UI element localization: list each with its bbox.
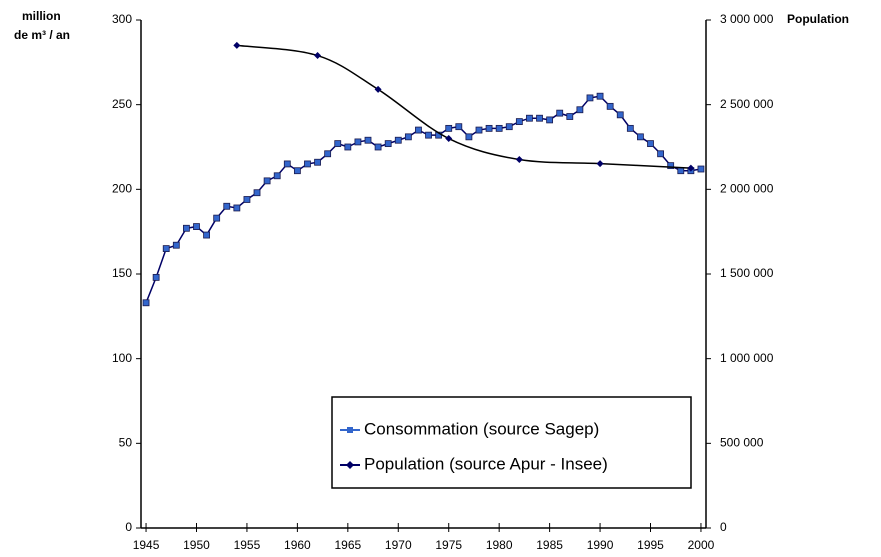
y-tick-label: 300 [112,12,132,26]
point-marker [586,94,594,102]
point-marker [616,111,624,119]
legend-box [331,396,692,489]
point-marker [394,136,402,144]
point-marker [172,241,180,249]
point-marker [334,140,342,148]
point-marker [314,52,322,60]
x-tick-label: 2000 [688,538,715,552]
x-tick-label: 1985 [536,538,563,552]
point-marker [546,116,554,124]
point-marker [445,124,453,132]
point-marker [293,167,301,175]
y2-tick-label: 1 500 000 [720,266,774,280]
point-marker [626,124,634,132]
y-tick-label: 50 [119,436,133,450]
x-tick-label: 1995 [637,538,664,552]
point-marker [364,136,372,144]
y2-tick-label: 2 000 000 [720,182,774,196]
legend-label: Population (source Apur - Insee) [364,454,608,473]
point-marker [243,196,251,203]
point-marker [526,114,533,122]
y-axis-label: million [22,9,61,23]
point-marker [465,133,473,141]
point-marker [344,143,352,151]
y2-tick-label: 500 000 [720,436,764,450]
point-marker [505,123,513,131]
point-marker [152,273,160,281]
point-marker [314,158,321,166]
point-marker [576,106,584,114]
point-marker [233,41,241,49]
point-marker [697,165,705,173]
x-tick-label: 1955 [234,538,261,552]
y-tick-label: 250 [112,97,132,111]
y-axis-label: de m³ / an [14,28,70,42]
point-marker [515,118,523,125]
point-marker [515,156,523,164]
x-tick-label: 1980 [486,538,513,552]
point-marker [647,140,654,148]
x-tick-label: 1960 [284,538,311,552]
point-marker [485,124,493,132]
point-marker [677,167,685,175]
x-tick-label: 1945 [133,538,160,552]
point-marker [374,143,382,151]
point-marker [384,140,392,148]
point-marker [475,126,483,134]
point-marker [445,135,453,143]
point-marker [374,85,382,93]
x-tick-label: 1970 [385,538,412,552]
point-marker [233,204,241,212]
point-marker [404,133,412,141]
point-marker [566,113,574,120]
y-tick-label: 100 [112,351,132,365]
point-marker [596,160,604,168]
series-line [236,44,691,169]
point-marker [203,231,210,239]
series-line [145,95,702,304]
point-marker [425,131,432,139]
x-tick-label: 1965 [334,538,361,552]
y2-axis-label: Population [787,12,849,26]
point-marker [455,123,463,131]
point-marker [596,92,604,100]
x-tick-label: 1975 [435,538,462,552]
y-tick-label: 150 [112,266,132,280]
y2-tick-label: 0 [720,520,727,534]
y-tick-label: 0 [125,520,132,534]
point-marker [213,214,221,222]
point-marker [283,160,291,168]
legend-label: Consommation (source Sagep) [364,419,599,438]
point-marker [687,164,695,172]
point-marker [354,138,362,146]
point-marker [324,150,332,158]
point-marker [536,114,543,122]
x-tick-label: 1990 [587,538,614,552]
point-marker [263,177,271,185]
y2-tick-label: 3 000 000 [720,12,774,26]
point-marker [556,109,564,117]
legend-marker [347,427,353,433]
legend-marker [346,461,354,469]
y2-tick-label: 2 500 000 [720,97,774,111]
point-marker [415,126,422,134]
point-marker [495,124,503,132]
y2-tick-label: 1 000 000 [720,351,774,365]
point-marker [657,150,664,158]
point-marker [183,224,190,232]
point-marker [162,245,170,253]
point-marker [667,162,675,170]
point-marker [606,102,614,110]
x-tick-label: 1950 [183,538,210,552]
y-tick-label: 200 [112,182,132,196]
point-marker [193,223,200,230]
point-marker [142,299,150,307]
point-marker [253,189,261,197]
point-marker [304,160,311,168]
point-marker [273,172,281,180]
point-marker [223,202,231,210]
point-marker [637,133,644,141]
